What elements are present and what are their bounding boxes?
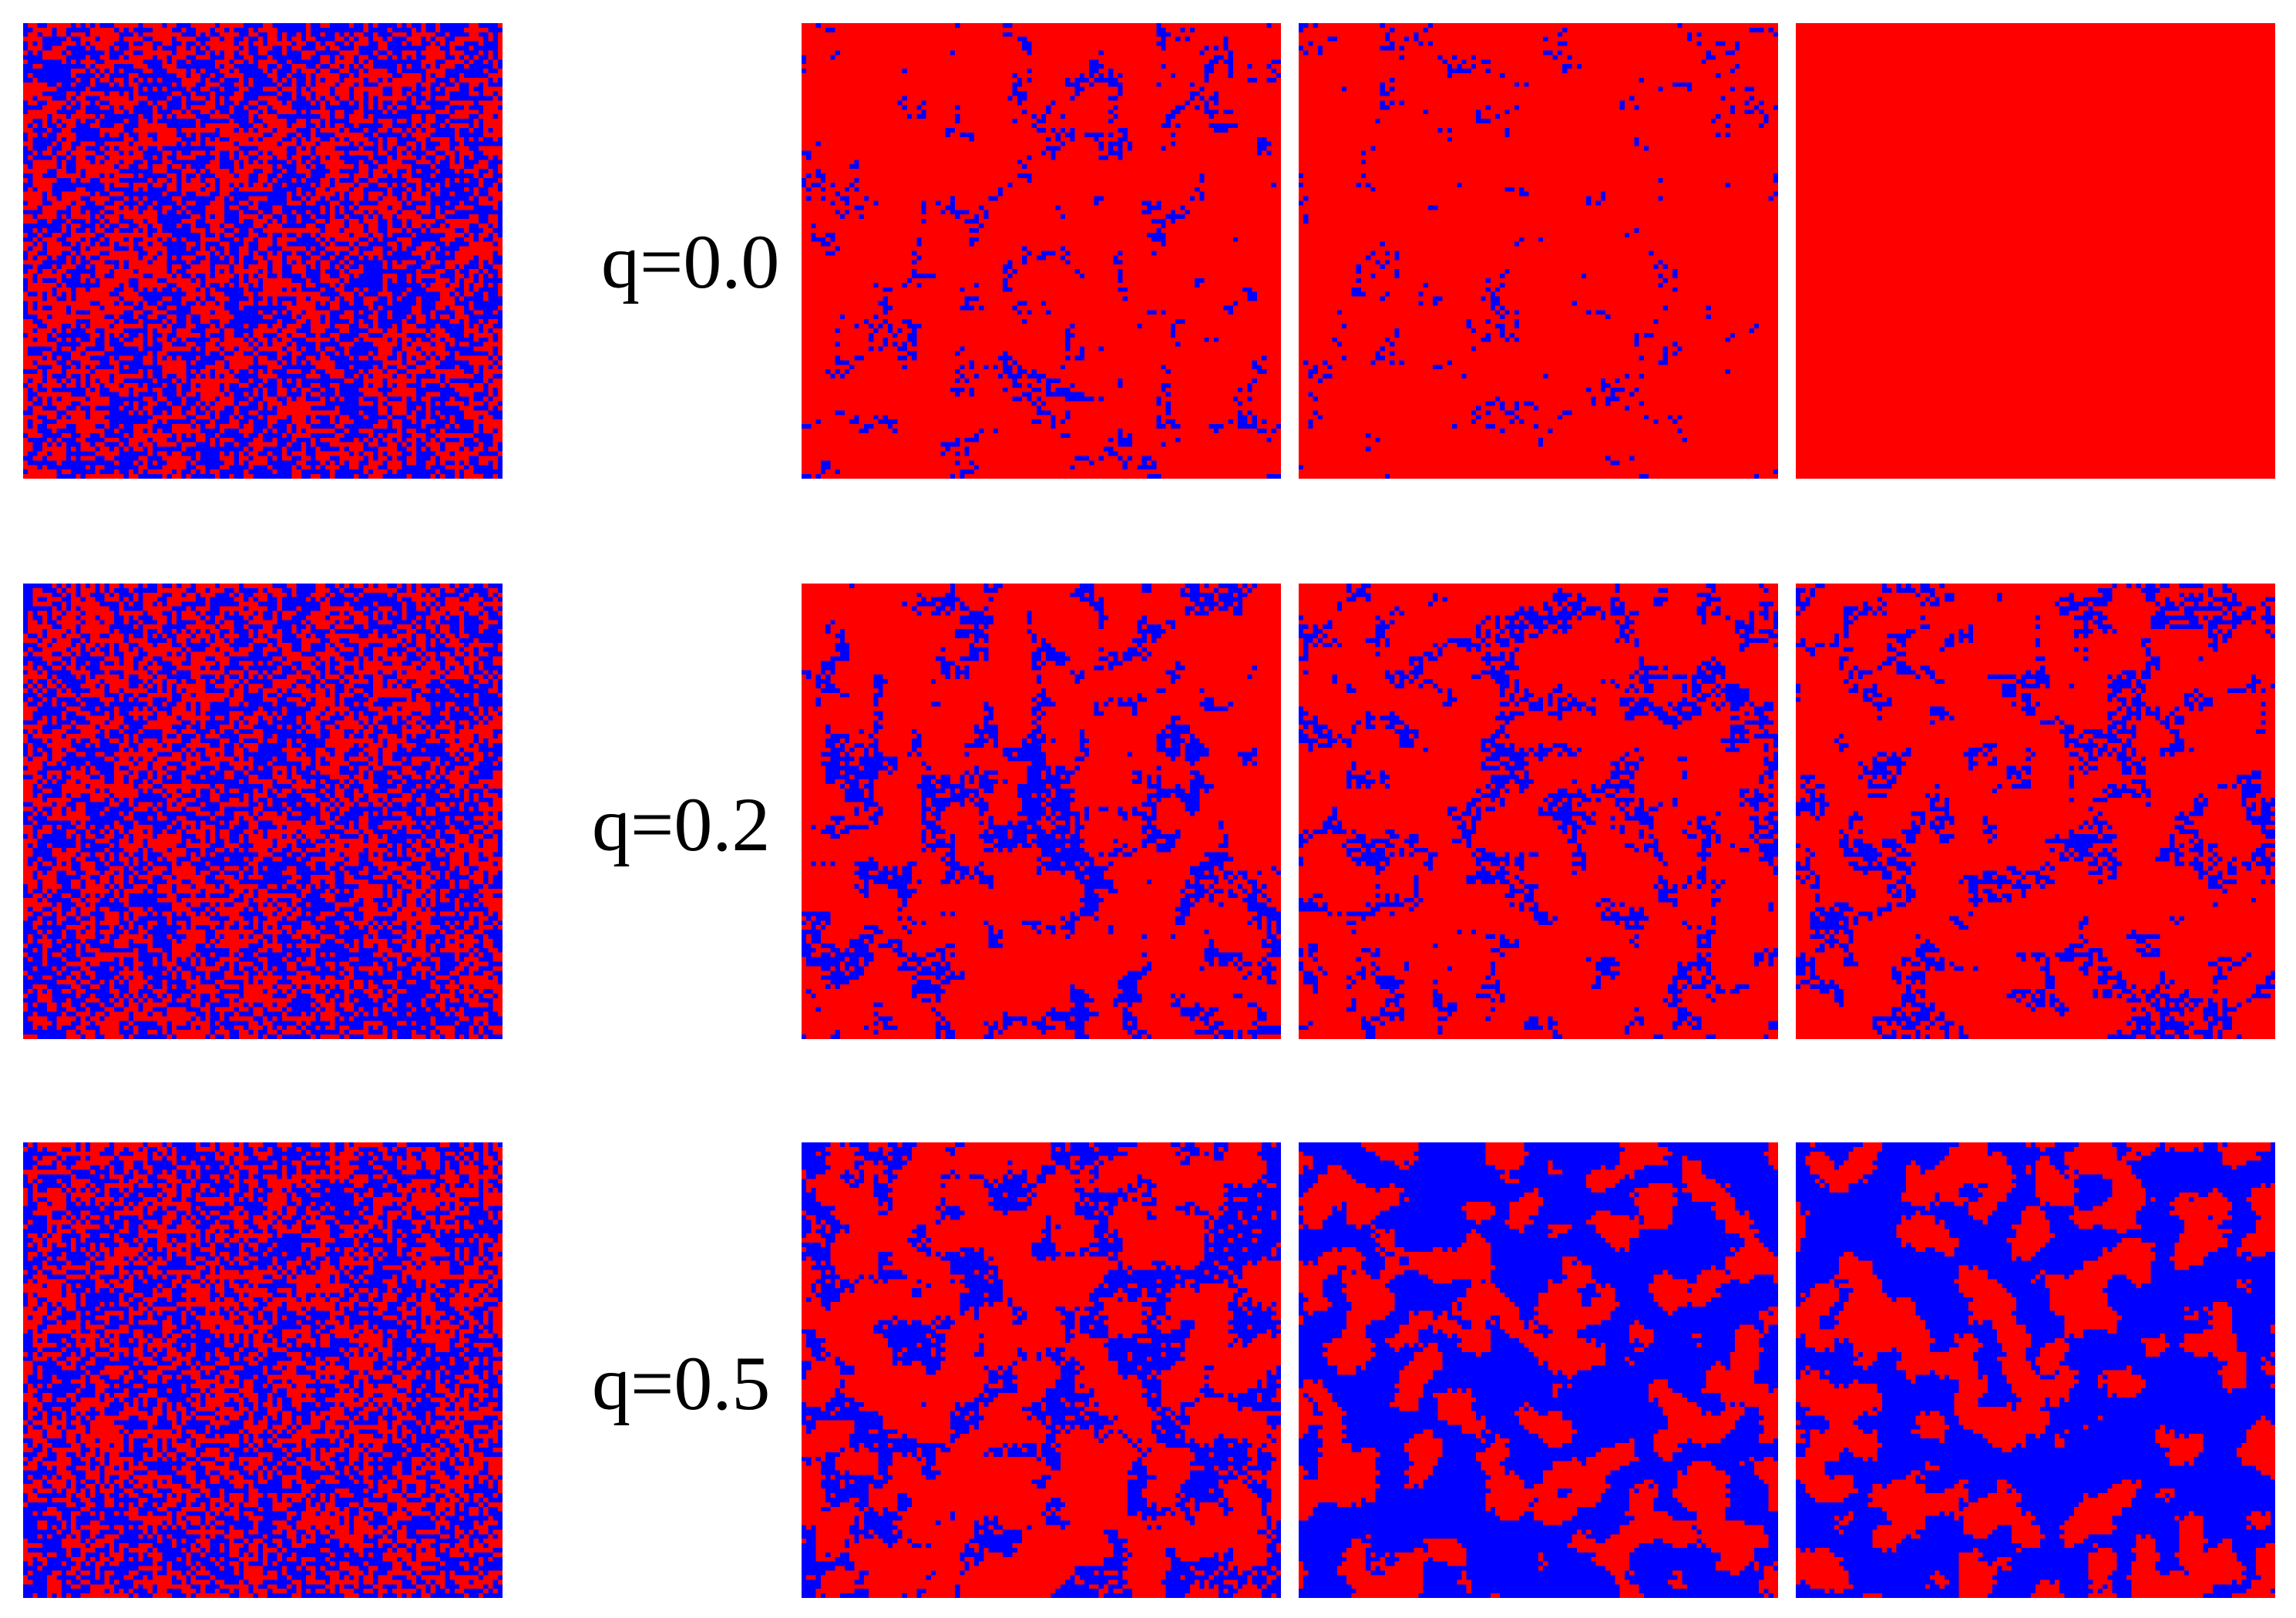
lattice-canvas: [23, 1142, 503, 1598]
row-label-q02: q=0.2: [592, 782, 771, 867]
lattice-canvas: [23, 23, 503, 479]
lattice-q02-step3: [1796, 584, 2275, 1039]
lattice-initial-q0: [23, 23, 503, 479]
lattice-q0-step1: [802, 23, 1281, 479]
lattice-canvas: [1796, 23, 2275, 479]
row-label-q0: q=0.0: [601, 219, 780, 304]
lattice-q05-step2: [1299, 1142, 1778, 1598]
lattice-initial-q02: [23, 584, 503, 1039]
lattice-canvas: [23, 584, 503, 1039]
lattice-canvas: [1796, 1142, 2275, 1598]
lattice-canvas: [802, 1142, 1281, 1598]
lattice-canvas: [1796, 584, 2275, 1039]
lattice-q02-step1: [802, 584, 1281, 1039]
lattice-canvas: [802, 584, 1281, 1039]
lattice-initial-q05: [23, 1142, 503, 1598]
lattice-canvas: [1299, 1142, 1778, 1598]
lattice-canvas: [802, 23, 1281, 479]
lattice-q0-step3: [1796, 23, 2275, 479]
lattice-canvas: [1299, 584, 1778, 1039]
row-label-q05: q=0.5: [592, 1340, 771, 1426]
lattice-canvas: [1299, 23, 1778, 479]
lattice-q05-step1: [802, 1142, 1281, 1598]
lattice-q05-step3: [1796, 1142, 2275, 1598]
lattice-q02-step2: [1299, 584, 1778, 1039]
lattice-q0-step2: [1299, 23, 1778, 479]
